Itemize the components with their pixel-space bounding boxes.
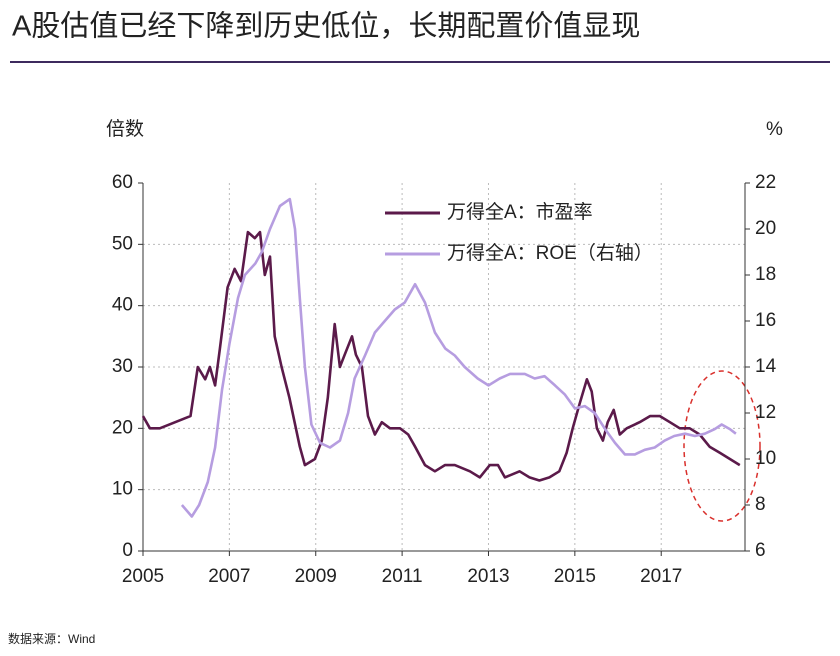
y2-tick-label: 18 xyxy=(755,264,776,285)
x-tick-label: 2011 xyxy=(382,566,423,587)
series-line xyxy=(180,197,737,518)
x-tick-label: 2009 xyxy=(295,566,337,587)
x-tick-label: 2017 xyxy=(640,566,682,587)
slide-title: A股估值已经下降到历史低位，长期配置价值显现 xyxy=(12,10,640,43)
y2-tick-label: 22 xyxy=(755,172,776,193)
y2-tick-label: 20 xyxy=(755,218,776,239)
y-tick-label: 50 xyxy=(112,233,133,254)
y-axis-label: 倍数 xyxy=(106,118,144,140)
y2-tick-label: 10 xyxy=(755,448,776,469)
y2-axis-label: % xyxy=(766,119,783,140)
highlight-ellipse xyxy=(683,370,761,522)
y2-tick-label: 8 xyxy=(755,494,766,515)
y-tick-label: 20 xyxy=(112,417,133,438)
y2-tick-label: 6 xyxy=(755,540,766,561)
x-tick-label: 2005 xyxy=(122,566,164,587)
x-tick-label: 2007 xyxy=(208,566,250,587)
series-line xyxy=(141,230,741,482)
y2-tick-label: 14 xyxy=(755,356,777,377)
legend-label: 万得全A：市盈率 xyxy=(447,201,593,223)
y-tick-label: 10 xyxy=(112,479,133,500)
x-tick-label: 2015 xyxy=(554,566,596,587)
x-tick-label: 2013 xyxy=(467,566,509,587)
y-tick-label: 60 xyxy=(112,172,133,193)
legend-label: 万得全A：ROE（右轴） xyxy=(447,242,653,264)
y-tick-label: 0 xyxy=(122,540,133,561)
y2-tick-label: 16 xyxy=(755,310,776,331)
source-note: 数据来源：Wind xyxy=(8,631,95,646)
y2-tick-label: 12 xyxy=(755,402,776,423)
y-tick-label: 40 xyxy=(112,295,133,316)
y-tick-label: 30 xyxy=(112,356,133,377)
